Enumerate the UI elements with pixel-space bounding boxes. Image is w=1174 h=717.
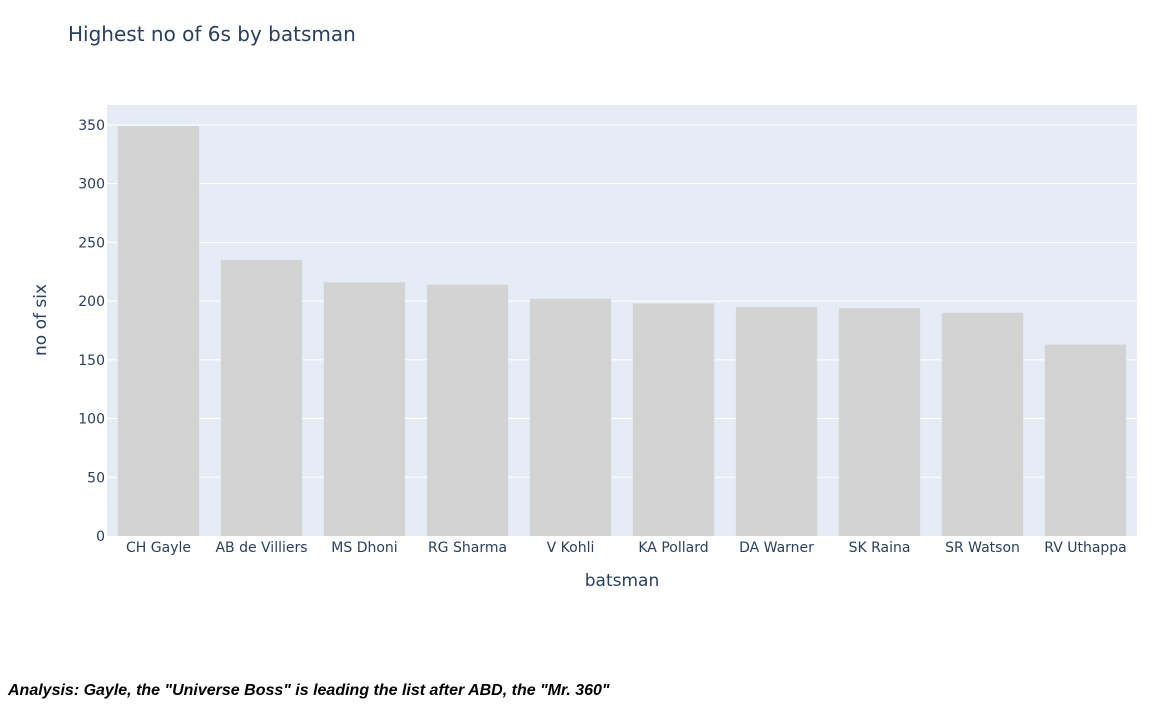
y-tick-label: 300 [78,177,105,193]
y-axis-title: no of six [31,284,51,356]
bar-da-warner[interactable] [735,306,818,536]
x-tick-label: CH Gayle [126,540,191,556]
x-axis-title: batsman [585,571,659,591]
y-axis-ticks: 0 50 100 150 200 250 300 350 [78,118,105,545]
bar-rg-sharma[interactable] [426,284,509,536]
bar-ab-de-villiers[interactable] [220,260,303,536]
bar-sk-raina[interactable] [838,308,921,536]
y-tick-label: 0 [96,529,105,545]
x-tick-label: MS Dhoni [331,540,397,556]
x-tick-label: RV Uthappa [1044,540,1127,556]
bar-ka-pollard[interactable] [632,303,715,536]
y-tick-label: 250 [78,235,105,251]
analysis-note: Analysis: Gayle, the "Universe Boss" is … [8,682,610,699]
y-tick-label: 150 [78,353,105,369]
x-tick-label: RG Sharma [428,540,507,556]
x-tick-label: SR Watson [945,540,1020,556]
bars [117,126,1127,536]
y-tick-label: 50 [87,470,105,486]
x-tick-label: V Kohli [547,540,595,556]
x-tick-label: KA Pollard [638,540,708,556]
bar-chart: Highest no of 6s by batsman 0 50 100 150 200… [31,22,1137,591]
bar-v-kohli[interactable] [529,298,612,536]
chart-title: Highest no of 6s by batsman [68,22,356,46]
bar-ms-dhoni[interactable] [323,282,406,536]
y-tick-label: 200 [78,294,105,310]
y-tick-label: 100 [78,412,105,428]
x-tick-label: DA Warner [739,540,814,556]
x-tick-label: SK Raina [849,540,911,556]
bar-ch-gayle[interactable] [117,126,200,536]
x-axis-ticks: CH Gayle AB de Villiers MS Dhoni RG Sharma V… [126,540,1127,556]
bar-rv-uthappa[interactable] [1044,344,1127,536]
x-tick-label: AB de Villiers [215,540,307,556]
y-tick-label: 350 [78,118,105,134]
bar-sr-watson[interactable] [941,312,1024,536]
